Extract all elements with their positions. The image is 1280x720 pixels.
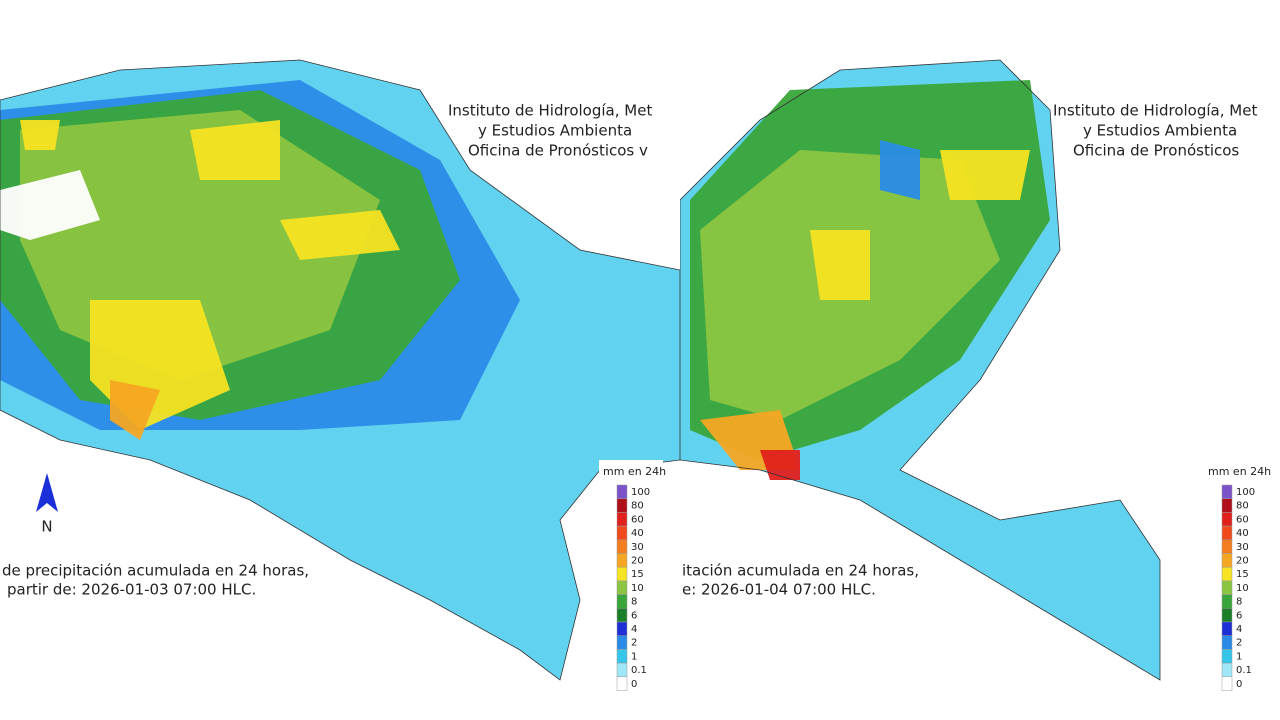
legend-swatch — [1221, 553, 1233, 568]
legend-swatch — [1221, 484, 1233, 499]
precip-area — [20, 120, 60, 150]
legend-label: 4 — [1236, 624, 1242, 635]
legend-swatch — [1221, 621, 1233, 636]
legend-swatch — [616, 553, 628, 568]
legend-swatch — [616, 539, 628, 554]
legend-swatch — [1221, 662, 1233, 678]
legend-swatch — [616, 566, 628, 582]
border-line — [0, 59, 680, 681]
legend-swatch — [616, 635, 628, 650]
legend-swatch — [616, 484, 628, 499]
legend-label: 2 — [1236, 638, 1242, 649]
legend-label: 2 — [631, 638, 637, 649]
caption-line: itación acumulada en 24 horas, — [682, 562, 919, 580]
legend-swatch — [1221, 676, 1233, 691]
legend-swatch — [616, 676, 628, 691]
legend-label: 20 — [1236, 556, 1249, 567]
precip-area — [810, 230, 870, 300]
legend-title: mm en 24h — [1208, 465, 1271, 478]
border-line — [680, 59, 1161, 681]
header-line: Oficina de Pronósticos — [1073, 142, 1239, 160]
legend-bg — [1204, 460, 1268, 695]
legend-swatch — [616, 525, 628, 541]
legend-swatch — [1221, 539, 1233, 554]
legend-swatch — [1221, 608, 1233, 623]
map-panel: Instituto de Hidrología, Met y Estudios A… — [0, 59, 680, 681]
header-line: y Estudios Ambienta — [478, 122, 632, 140]
legend-label: 20 — [631, 556, 644, 567]
legend-swatch — [616, 580, 628, 595]
legend-title: mm en 24h — [603, 465, 666, 478]
precip-area — [0, 170, 100, 240]
legend-label: 80 — [1236, 501, 1249, 512]
legend-label: 0.1 — [1236, 665, 1252, 676]
legend-label: 6 — [1236, 610, 1242, 621]
legend-label: 0 — [1236, 679, 1242, 690]
legend-label: 8 — [631, 597, 637, 608]
legend-swatch — [616, 512, 628, 527]
legend-label: 6 — [631, 610, 637, 621]
legend-label: 60 — [1236, 514, 1249, 525]
precip-area — [280, 210, 400, 260]
header-line: Oficina de Pronósticos v — [468, 142, 648, 160]
map-panel: Instituto de Hidrología, Met y Estudios A… — [680, 59, 1257, 681]
legend-swatch — [616, 594, 628, 609]
legend-label: 60 — [631, 514, 644, 525]
legend-label: 30 — [1236, 542, 1249, 553]
caption-line: partir de: 2026-01-03 07:00 HLC. — [7, 581, 256, 599]
legend-swatch — [1221, 498, 1233, 513]
caption-line: de precipitación acumulada en 24 horas, — [2, 562, 309, 580]
precip-area — [760, 450, 800, 480]
legend-bg — [599, 460, 663, 695]
legend-label: 15 — [631, 569, 644, 580]
legend-swatch — [616, 621, 628, 636]
legend-swatch — [616, 498, 628, 513]
legend-label: 100 — [631, 487, 650, 498]
precip-area — [880, 140, 920, 200]
legend-swatch — [1221, 512, 1233, 527]
legend-label: 0.1 — [631, 665, 647, 676]
legend-swatch — [616, 608, 628, 623]
north-label: N — [41, 518, 52, 536]
legend-label: 10 — [1236, 583, 1249, 594]
legend-swatch — [1221, 649, 1233, 664]
header-line: Instituto de Hidrología, Met — [1053, 102, 1257, 120]
north-arrow — [36, 473, 58, 512]
legend-label: 15 — [1236, 569, 1249, 580]
legend-label: 80 — [631, 501, 644, 512]
legend-swatch — [1221, 635, 1233, 650]
legend-swatch — [1221, 594, 1233, 609]
legend-label: 1 — [1236, 651, 1242, 662]
precip-area — [190, 120, 280, 180]
legend-label: 8 — [1236, 597, 1242, 608]
precip-area — [110, 380, 160, 440]
legend-label: 40 — [1236, 528, 1249, 539]
legend-swatch — [616, 662, 628, 678]
legend-label: 30 — [631, 542, 644, 553]
precip-area — [940, 150, 1030, 200]
legend-swatch — [1221, 525, 1233, 541]
legend-swatch — [1221, 566, 1233, 582]
legend-label: 100 — [1236, 487, 1255, 498]
caption-line: e: 2026-01-04 07:00 HLC. — [682, 581, 876, 599]
legend-label: 1 — [631, 651, 637, 662]
legend-swatch — [1221, 580, 1233, 595]
legend-label: 0 — [631, 679, 637, 690]
legend-swatch — [616, 649, 628, 664]
header-line: Instituto de Hidrología, Met — [448, 102, 652, 120]
legend-label: 40 — [631, 528, 644, 539]
header-line: y Estudios Ambienta — [1083, 122, 1237, 140]
legend-label: 4 — [631, 624, 637, 635]
legend-label: 10 — [631, 583, 644, 594]
